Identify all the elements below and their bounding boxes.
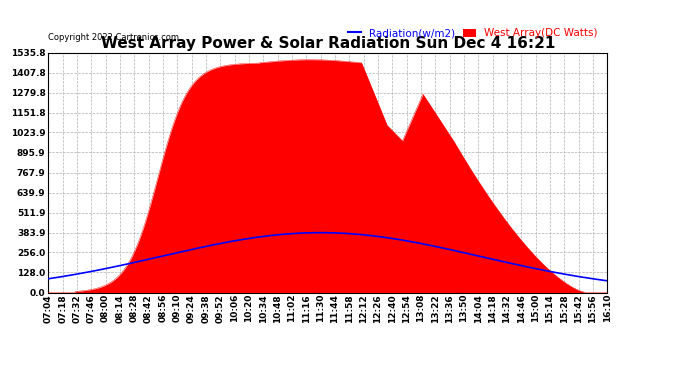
Title: West Array Power & Solar Radiation Sun Dec 4 16:21: West Array Power & Solar Radiation Sun D…: [101, 36, 555, 51]
Legend: Radiation(w/m2), West Array(DC Watts): Radiation(w/m2), West Array(DC Watts): [344, 24, 602, 42]
Text: Copyright 2022 Cartronics.com: Copyright 2022 Cartronics.com: [48, 33, 179, 42]
